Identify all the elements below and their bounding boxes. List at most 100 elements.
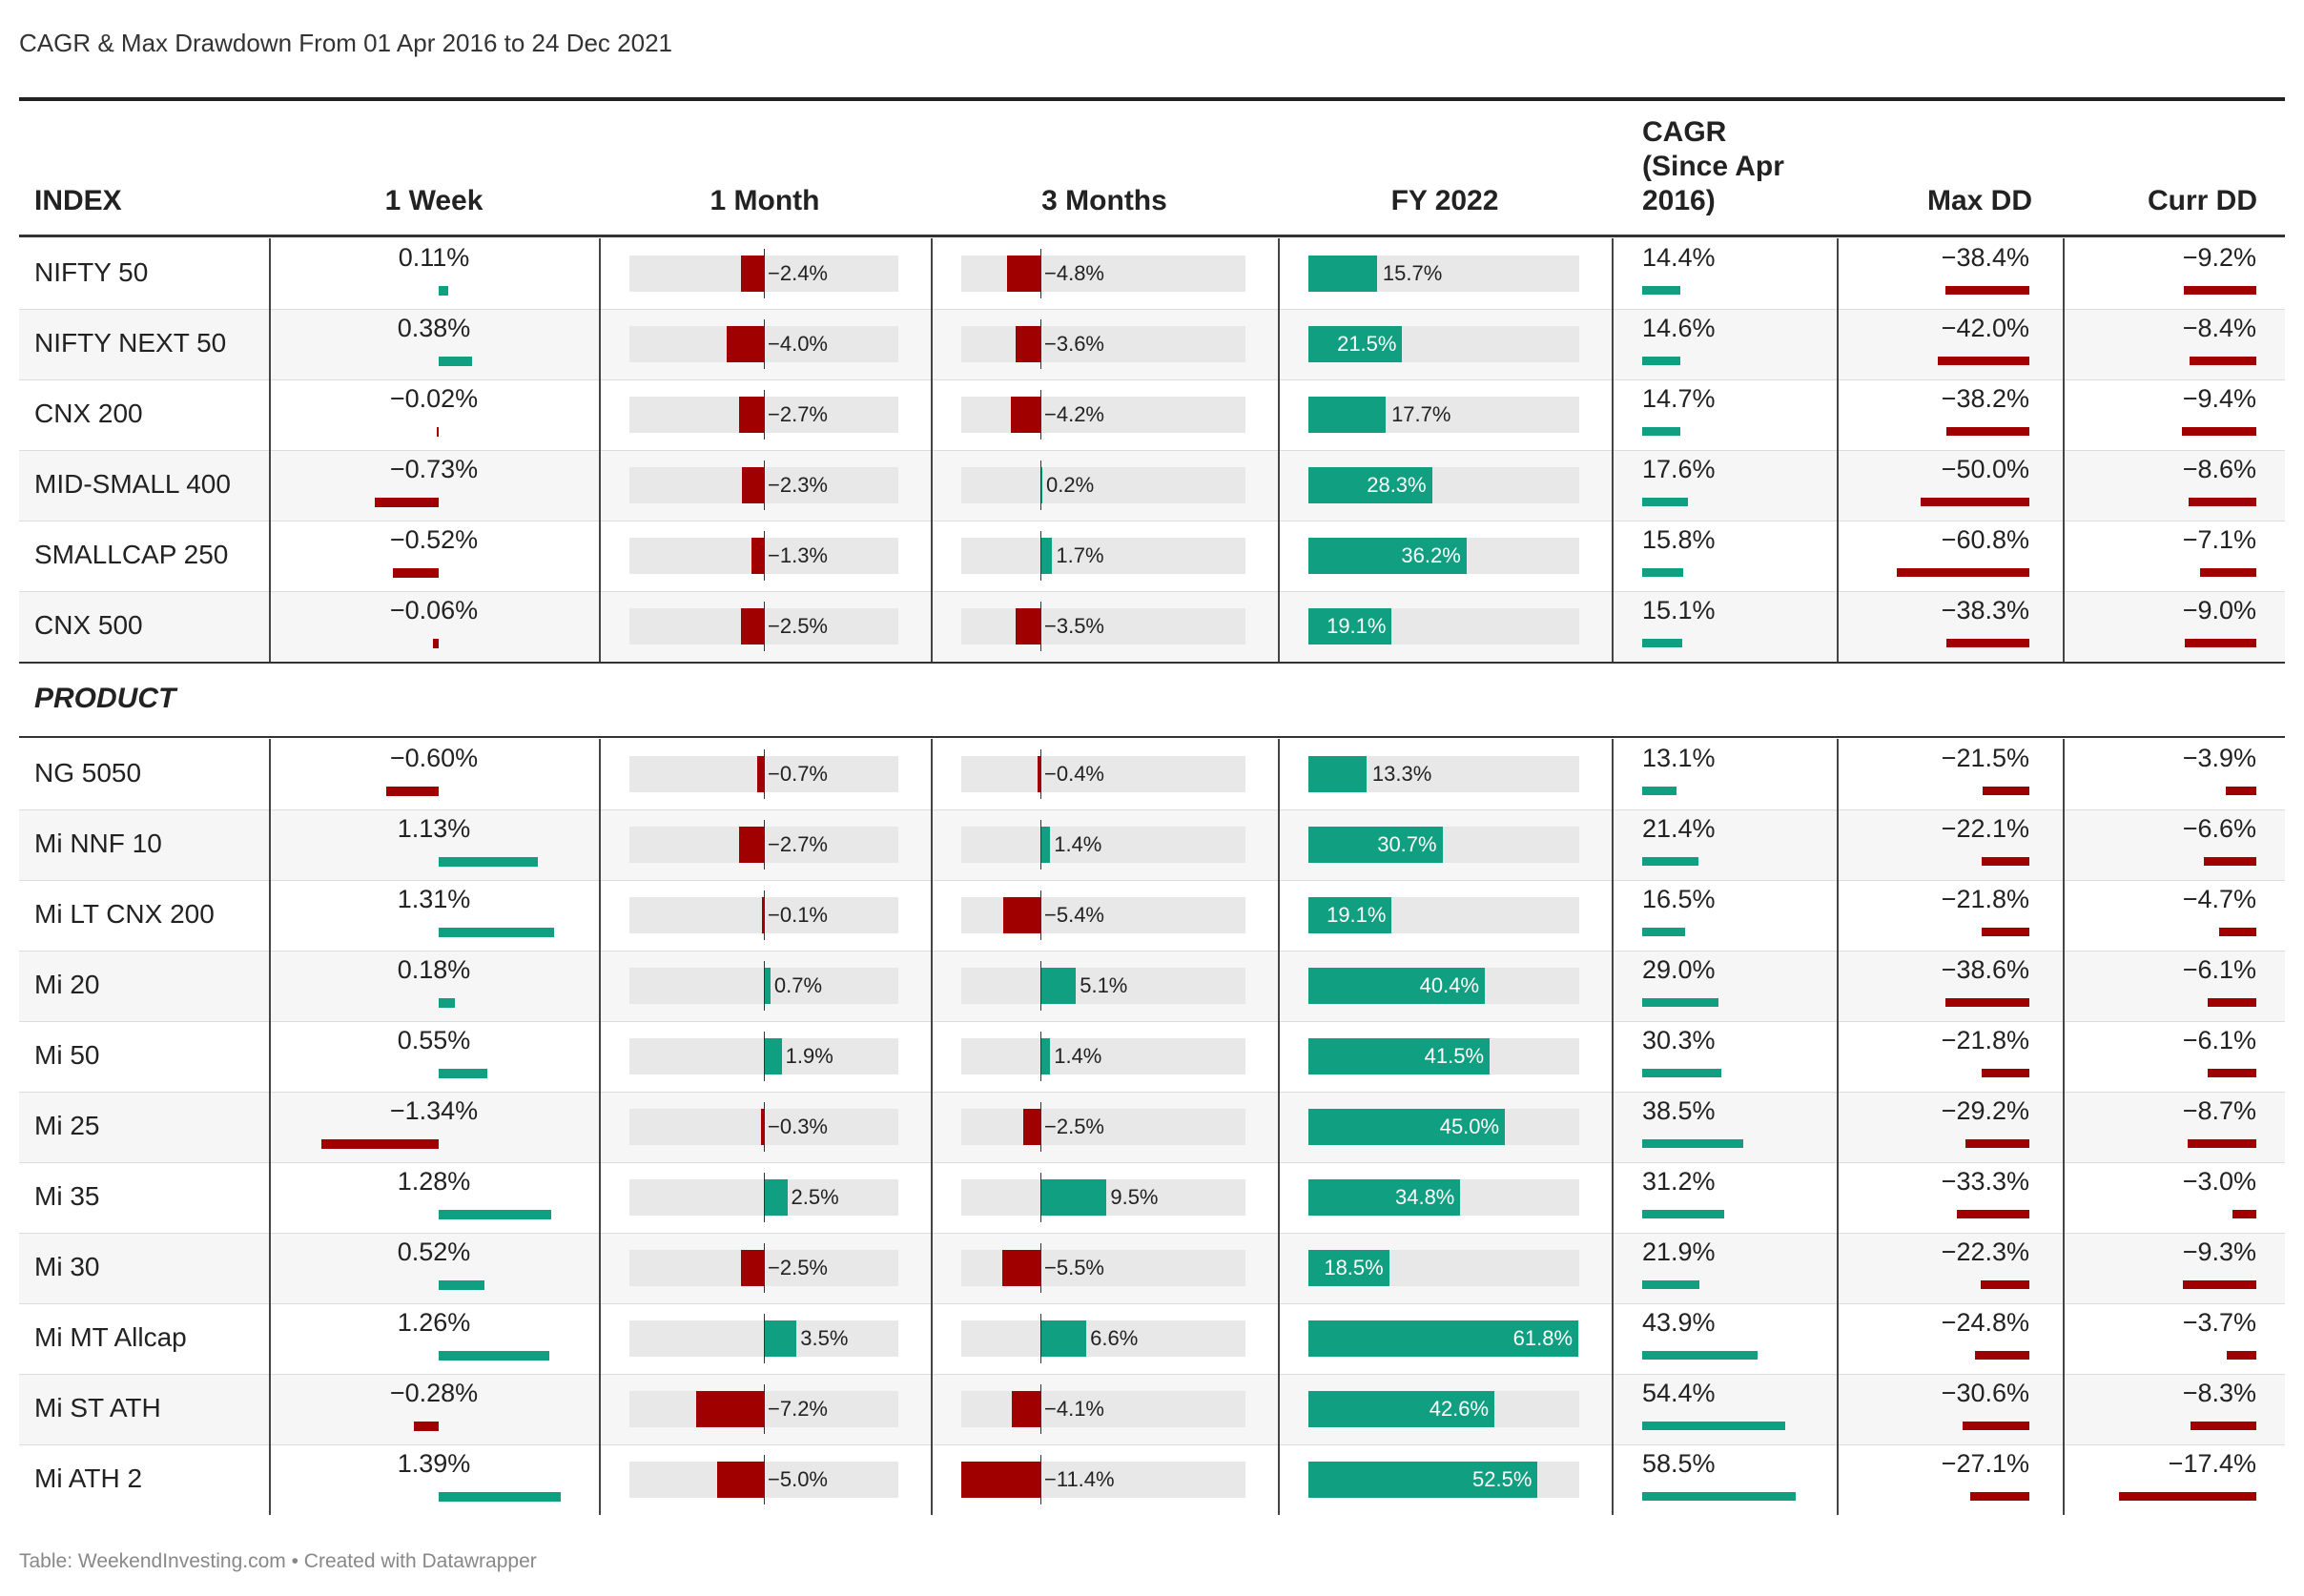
fy2022-label: 42.6%	[1429, 1397, 1490, 1421]
fy2022-bar	[1308, 1462, 1538, 1498]
index-bottom-rule	[19, 662, 2285, 664]
3months-bar	[1016, 608, 1040, 645]
cagr-bar	[1642, 498, 1689, 506]
week-bar	[439, 928, 554, 937]
3months-label: −4.8%	[1044, 261, 1104, 285]
3months-track	[961, 968, 1245, 1004]
product-row-name: Mi MT Allcap	[34, 1322, 187, 1352]
product-row-name: Mi ST ATH	[34, 1393, 161, 1422]
fy2022-bar	[1308, 897, 1392, 933]
column-divider	[1837, 739, 1839, 1515]
row-separator	[19, 880, 2285, 881]
column-header: FY 2022	[1390, 185, 1499, 216]
3months-bar	[1002, 897, 1040, 933]
cagr-bar	[1642, 1139, 1743, 1148]
3months-label: 6.6%	[1090, 1326, 1139, 1350]
3months-label: −11.4%	[1044, 1467, 1115, 1491]
cagr-bar	[1642, 857, 1698, 866]
currdd-value: −4.7%	[2182, 885, 2256, 913]
cagr-value: 54.4%	[1642, 1379, 1716, 1407]
week-bar	[439, 1210, 551, 1219]
column-divider	[1612, 739, 1614, 1515]
3months-track	[961, 397, 1245, 433]
cagr-bar	[1642, 568, 1684, 577]
maxdd-bar	[1965, 1139, 2029, 1148]
3months-bar	[1040, 1179, 1107, 1216]
maxdd-value: −42.0%	[1941, 314, 2029, 342]
column-divider	[1278, 238, 1280, 662]
row-separator	[19, 309, 2285, 310]
currdd-value: −3.0%	[2182, 1167, 2256, 1196]
cagr-value: 21.9%	[1642, 1238, 1716, 1266]
week-value: 0.52%	[397, 1238, 471, 1266]
month-zero-line	[764, 1032, 765, 1081]
cagr-value: 30.3%	[1642, 1026, 1716, 1054]
fy2022-bar	[1308, 608, 1392, 645]
3months-label: −5.5%	[1044, 1256, 1104, 1279]
maxdd-value: −38.4%	[1941, 243, 2029, 272]
3months-zero-line	[1040, 460, 1041, 510]
maxdd-bar	[1975, 1351, 2029, 1360]
fy2022-bar	[1308, 1179, 1461, 1216]
month-label: −0.3%	[768, 1115, 828, 1138]
cagr-value: 17.6%	[1642, 455, 1716, 483]
maxdd-bar	[1970, 1492, 2029, 1501]
month-zero-line	[764, 531, 765, 581]
currdd-bar	[2191, 1422, 2256, 1430]
3months-label: −4.2%	[1044, 402, 1104, 426]
index-row-name: NIFTY NEXT 50	[34, 328, 227, 358]
month-zero-line	[764, 1455, 765, 1504]
3months-zero-line	[1040, 1173, 1041, 1222]
cagr-bar	[1642, 998, 1718, 1007]
3months-track	[961, 1109, 1245, 1145]
3months-bar	[1012, 1391, 1040, 1427]
fy2022-bar	[1308, 1109, 1506, 1145]
month-bar	[764, 1179, 788, 1216]
week-bar	[439, 1280, 484, 1290]
currdd-bar	[2232, 1210, 2256, 1218]
column-divider	[269, 238, 271, 662]
fy2022-bar	[1308, 827, 1443, 863]
currdd-bar	[2225, 787, 2256, 795]
month-label: −0.1%	[768, 903, 828, 927]
month-bar	[757, 756, 764, 792]
product-row-name: Mi 20	[34, 970, 100, 999]
month-label: −2.7%	[768, 402, 828, 426]
column-header: Curr DD	[2147, 185, 2257, 216]
maxdd-bar	[1945, 427, 2029, 436]
week-value: 0.38%	[397, 314, 471, 342]
week-value: 1.13%	[397, 814, 471, 843]
maxdd-bar	[1981, 1280, 2029, 1289]
cagr-bar	[1642, 787, 1677, 795]
month-zero-line	[764, 1314, 765, 1363]
month-zero-line	[764, 1243, 765, 1293]
week-bar	[320, 1139, 439, 1149]
3months-zero-line	[1040, 319, 1041, 369]
month-label: −4.0%	[768, 332, 828, 356]
month-bar	[740, 608, 764, 645]
3months-bar	[1040, 467, 1042, 503]
month-zero-line	[764, 820, 765, 870]
3months-label: 9.5%	[1110, 1185, 1159, 1209]
maxdd-value: −21.8%	[1941, 885, 2029, 913]
cagr-value: 58.5%	[1642, 1449, 1716, 1478]
row-separator	[19, 809, 2285, 810]
currdd-value: −6.1%	[2182, 1026, 2256, 1054]
cagr-value: 14.7%	[1642, 384, 1716, 413]
week-value: 0.55%	[397, 1026, 471, 1054]
currdd-bar	[2200, 568, 2256, 577]
currdd-value: −9.2%	[2182, 243, 2256, 272]
3months-zero-line	[1040, 820, 1041, 870]
month-zero-line	[764, 961, 765, 1011]
3months-label: −4.1%	[1044, 1397, 1104, 1421]
3months-label: −0.4%	[1044, 762, 1104, 786]
product-row-name: Mi 30	[34, 1252, 100, 1281]
month-label: 2.5%	[791, 1185, 839, 1209]
column-header: Max DD	[1926, 185, 2032, 216]
month-bar	[740, 1250, 764, 1286]
month-bar	[761, 1109, 764, 1145]
currdd-value: −8.3%	[2182, 1379, 2256, 1407]
currdd-value: −6.6%	[2182, 814, 2256, 843]
3months-zero-line	[1040, 749, 1041, 799]
